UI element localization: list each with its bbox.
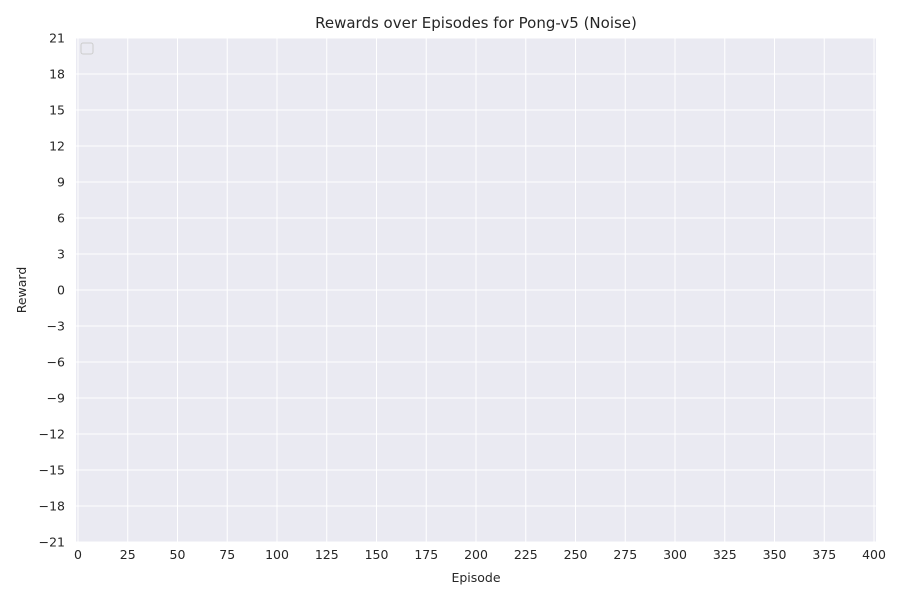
y-tick-label: −3 [47, 319, 65, 334]
x-tick-label: 100 [265, 547, 289, 562]
x-axis-label: Episode [451, 570, 500, 585]
y-tick-label: 15 [49, 103, 65, 118]
y-tick-label: −21 [39, 535, 65, 550]
x-tick-label: 375 [812, 547, 836, 562]
y-tick-labels: −21 −18 −15 −12 −9 −6 −3 0 3 6 9 12 15 18 21 [39, 31, 65, 550]
y-tick-label: −18 [39, 499, 65, 514]
x-tick-label: 25 [120, 547, 136, 562]
x-tick-label: 325 [713, 547, 737, 562]
y-tick-label: 21 [49, 31, 65, 46]
x-tick-label: 400 [862, 547, 886, 562]
x-tick-label: 275 [613, 547, 637, 562]
x-tick-label: 175 [414, 547, 438, 562]
x-tick-label: 250 [564, 547, 588, 562]
y-tick-label: −12 [39, 427, 65, 442]
chart-title: Rewards over Episodes for Pong-v5 (Noise… [315, 14, 637, 32]
x-tick-label: 75 [219, 547, 235, 562]
x-tick-label: 125 [315, 547, 339, 562]
y-tick-label: −9 [47, 391, 65, 406]
y-tick-label: −6 [47, 355, 65, 370]
y-tick-label: 6 [57, 211, 65, 226]
x-tick-labels: 0 25 50 75 100 125 150 175 200 225 250 275 300 325 350… [74, 547, 886, 562]
legend [80, 42, 94, 55]
y-tick-label: 9 [57, 175, 65, 190]
y-tick-label: 3 [57, 247, 65, 262]
x-tick-label: 350 [763, 547, 787, 562]
y-gridlines [76, 37, 876, 543]
y-tick-label: 0 [57, 283, 65, 298]
y-tick-label: 12 [49, 139, 65, 154]
x-tick-label: 225 [514, 547, 538, 562]
x-tick-label: 300 [663, 547, 687, 562]
x-tick-label: 150 [365, 547, 389, 562]
x-tick-label: 0 [74, 547, 82, 562]
x-tick-label: 200 [464, 547, 488, 562]
y-tick-label: 18 [49, 67, 65, 82]
y-tick-label: −15 [39, 463, 65, 478]
x-tick-label: 50 [170, 547, 186, 562]
legend-box [80, 42, 94, 55]
y-axis-label: Reward [14, 267, 29, 314]
